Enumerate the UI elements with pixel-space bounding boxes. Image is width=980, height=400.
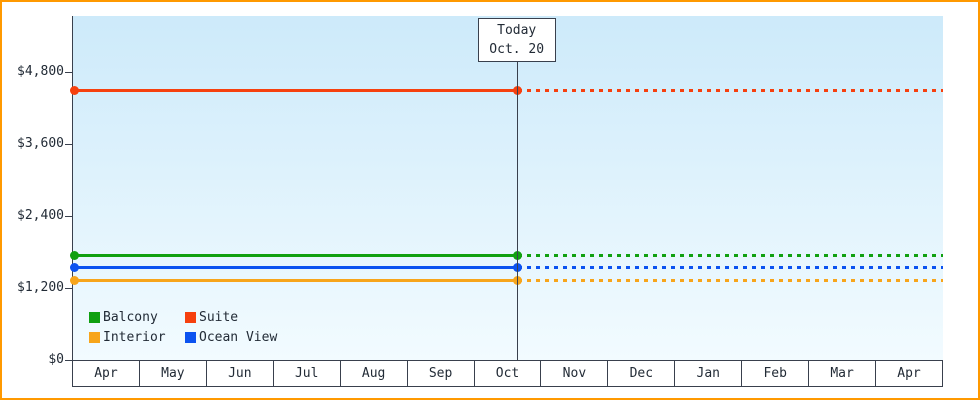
series-line-solid-ocean-view — [73, 265, 518, 269]
y-tick-label: $0 — [48, 352, 64, 367]
x-axis-month-band: Apr May Jun Jul Aug Sep Oct Nov Dec Jan Feb Mar Apr — [72, 360, 943, 387]
plot-area: Balcony Suite Interior Ocean View — [69, 16, 943, 361]
month-cell-jun: Jun — [206, 360, 274, 387]
series-line-solid-interior — [73, 278, 518, 282]
month-cell-dec: Dec — [608, 360, 676, 387]
today-annotation: Today Oct. 20 — [477, 18, 556, 62]
legend-item-ocean-view: Ocean View — [185, 329, 278, 345]
today-annotation-title: Today — [497, 23, 537, 38]
month-cell-oct: Oct — [474, 360, 542, 387]
series-marker-interior — [69, 275, 79, 285]
month-cell-sep: Sep — [407, 360, 475, 387]
legend-item-interior: Interior — [89, 329, 185, 345]
month-cell-may: May — [139, 360, 207, 387]
month-cell-apr: Apr — [72, 360, 140, 387]
legend-label-interior: Interior — [103, 329, 166, 345]
month-cell-apr: Apr — [876, 360, 943, 387]
legend-swatch-ocean-view — [185, 331, 196, 343]
month-cell-mar: Mar — [809, 360, 877, 387]
legend-label-ocean-view: Ocean View — [199, 329, 278, 345]
today-line — [516, 62, 518, 360]
legend-swatch-suite — [185, 311, 196, 323]
y-tick-mark — [65, 288, 72, 289]
series-marker-suite — [69, 85, 79, 95]
series-marker-balcony — [69, 250, 79, 260]
month-cell-feb: Feb — [742, 360, 810, 387]
y-tick-label: $3,600 — [17, 136, 64, 151]
series-line-solid-balcony — [73, 253, 518, 257]
legend-label-suite: Suite — [199, 309, 239, 325]
month-cell-jan: Jan — [675, 360, 743, 387]
series-marker-ocean-view — [513, 262, 523, 272]
y-tick-label: $1,200 — [17, 280, 64, 295]
y-tick-mark — [65, 144, 72, 145]
legend-item-balcony: Balcony — [89, 309, 185, 325]
series-line-dotted-balcony — [517, 253, 943, 257]
y-tick-mark — [65, 72, 72, 73]
month-cell-jul: Jul — [273, 360, 341, 387]
y-tick-label: $2,400 — [17, 208, 64, 223]
y-tick-mark — [65, 216, 72, 217]
legend-item-suite: Suite — [185, 309, 277, 325]
y-tick-mark — [65, 360, 72, 361]
series-marker-ocean-view — [69, 262, 79, 272]
series-marker-balcony — [513, 250, 523, 260]
legend-swatch-balcony — [89, 311, 100, 323]
today-annotation-date: Oct. 20 — [489, 42, 545, 57]
series-line-dotted-ocean-view — [517, 265, 943, 269]
legend-label-balcony: Balcony — [103, 309, 158, 325]
series-line-solid-suite — [73, 88, 518, 92]
series-line-dotted-interior — [517, 278, 943, 282]
series-line-dotted-suite — [517, 88, 943, 92]
y-tick-label: $4,800 — [17, 64, 64, 79]
legend-swatch-interior — [89, 331, 100, 343]
month-cell-nov: Nov — [541, 360, 609, 387]
legend: Balcony Suite Interior Ocean View — [89, 309, 278, 345]
month-cell-aug: Aug — [340, 360, 408, 387]
series-marker-suite — [513, 85, 523, 95]
series-marker-interior — [513, 275, 523, 285]
